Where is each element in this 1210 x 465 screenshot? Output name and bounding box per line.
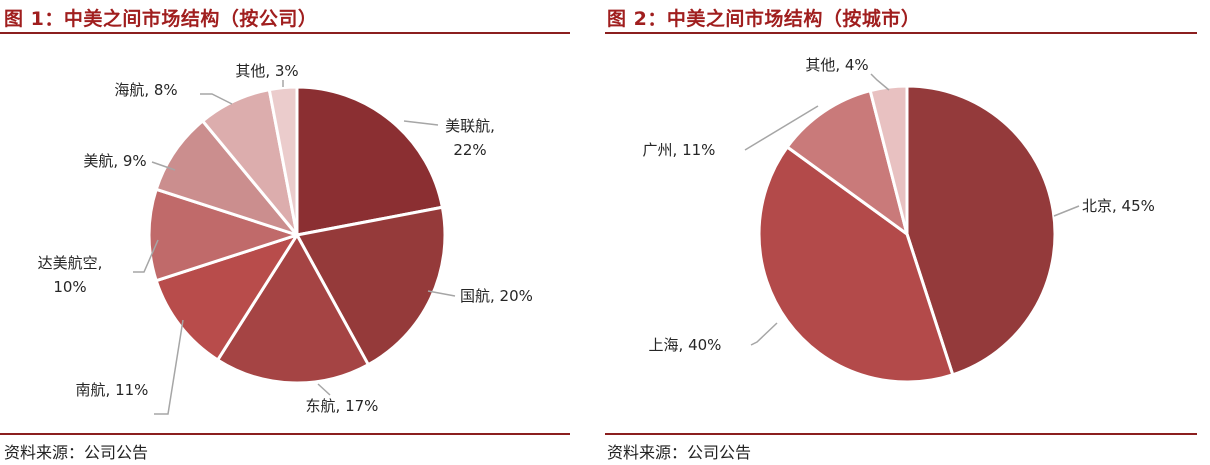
slice-label-达美航空: 达美航空, 10% [38,254,103,296]
figure-1-pie-chart: 美联航, 22% 国航, 20% 东航, 17% 南航, 11% 达美航空, 10% 美航, … [38,62,533,415]
slice-label-美联航: 美联航, 22% [445,117,495,159]
figure-2: 图 2：中美之间市场结构（按城市） 北京, 45% 上海, 40% 广州, 11% 其… [605,0,1210,465]
slice-labels: 美联航, 22% 国航, 20% 东航, 17% 南航, 11% 达美航空, 10% 美航, … [38,62,533,415]
pie-slices [757,84,1057,384]
figure-1: 图 1：中美之间市场结构（按公司） 美联航, 22% 国航, 20% 东航, 17% 南… [0,0,580,465]
slice-label-其他: 其他, 3% [235,62,298,80]
leader-line-海航 [200,93,233,105]
leader-line-其他 [870,73,890,91]
figure-1-source: 资料来源：公司公告 [4,443,149,462]
pie-slice-东航 [216,233,370,385]
figure-2-title: 图 2：中美之间市场结构（按城市） [607,8,921,30]
figure-2-source: 资料来源：公司公告 [607,443,752,462]
leader-line-广州 [744,105,819,151]
pie-slice-其他 [267,85,299,237]
leader-line-南航 [154,319,184,415]
leader-lines [133,80,456,415]
leader-line-东航 [317,383,331,396]
pie-slice-南航 [154,233,299,362]
figure-1-top-rule [0,32,570,34]
pie-slice-美联航 [295,85,444,237]
slice-label-东航: 东航, 17% [306,397,379,415]
figure-1-bottom-rule [0,433,570,435]
slice-label-国航: 国航, 20% [460,287,533,305]
slice-label-上海: 上海, 40% [649,336,722,354]
leader-line-美航 [151,161,176,171]
leader-line-达美航空 [133,239,159,273]
slice-label-其他: 其他, 4% [805,56,868,74]
slice-label-广州: 广州, 11% [643,141,716,159]
pie-slice-达美航空 [147,187,299,283]
leader-line-上海 [750,322,778,346]
leader-line-北京 [1053,205,1080,217]
pie-slice-美航 [154,119,299,237]
slice-labels: 北京, 45% 上海, 40% 广州, 11% 其他, 4% [643,56,1155,354]
slice-label-美航: 美航, 9% [83,152,146,170]
slice-label-海航: 海航, 8% [114,81,177,99]
pie-slice-北京 [905,84,1057,377]
leader-line-国航 [427,290,456,297]
figure-1-title: 图 1：中美之间市场结构（按公司） [4,8,318,30]
pie-slice-国航 [295,205,447,367]
pie-slice-广州 [785,89,909,236]
pie-slices [147,85,447,385]
figure-2-top-rule [605,32,1197,34]
slice-label-北京: 北京, 45% [1082,197,1155,215]
figure-2-pie-chart: 北京, 45% 上海, 40% 广州, 11% 其他, 4% [643,56,1155,384]
pie-slice-上海 [757,145,955,384]
pie-slice-其他 [868,84,909,236]
leader-lines [744,73,1080,346]
leader-line-美联航 [403,120,439,126]
slice-label-南航: 南航, 11% [76,381,149,399]
figure-2-bottom-rule [605,433,1197,435]
